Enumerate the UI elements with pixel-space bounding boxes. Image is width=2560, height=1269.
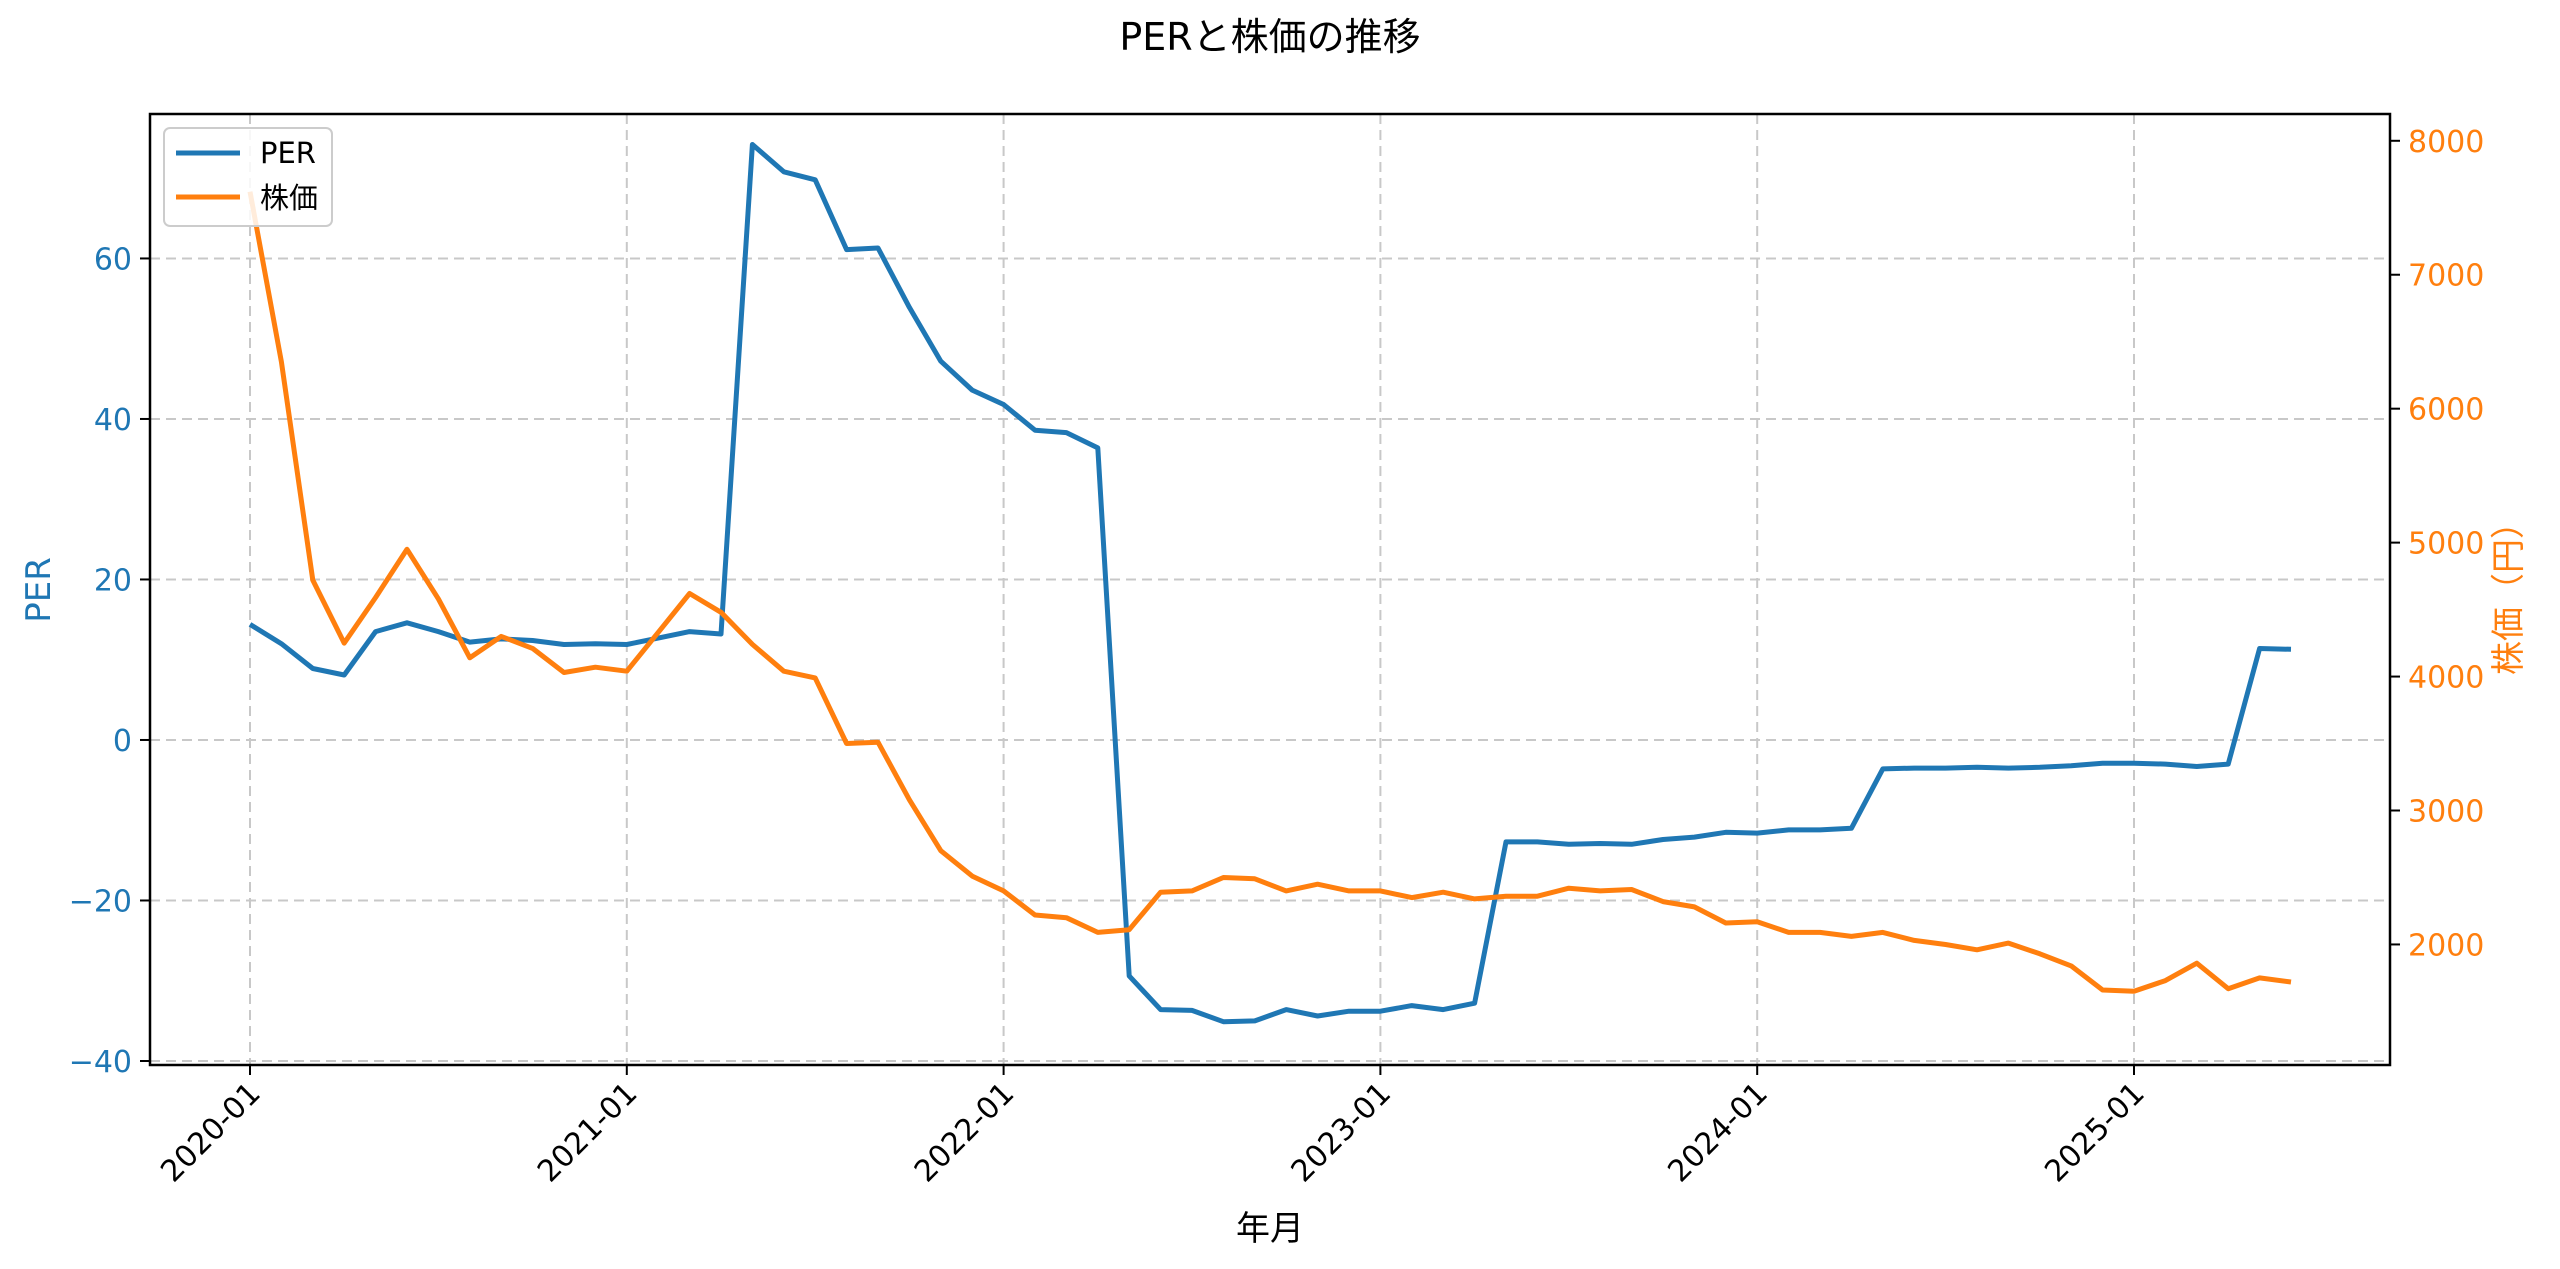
y-right-tick-label: 4000 [2408,661,2484,696]
x-axis-ticks: 2020-01 2021-01 2022-01 2023-01 2024-01 2025-… [154,1065,2152,1189]
series-lines [247,142,2292,1025]
per-line [248,142,2292,1025]
y-axis-left-label: PER [19,557,59,623]
y-left-tick-label: 60 [94,242,132,277]
chart-title: PERと株価の推移 [1119,15,1420,59]
y-right-tick-label: 7000 [2408,259,2484,294]
legend-label-per: PER [260,136,316,170]
y-left-tick-label: 20 [94,563,132,598]
y-right-tick-label: 8000 [2408,125,2484,160]
y-axis-right-ticks: 2000 3000 4000 5000 6000 7000 8000 [2390,125,2484,963]
y-left-tick-label: −40 [69,1045,132,1080]
price-line [247,191,2292,994]
x-axis-label: 年月 [1236,1209,1304,1249]
x-tick-label: 2023-01 [1285,1076,1398,1189]
grid-lines [150,114,2390,1065]
y-left-tick-label: 0 [113,724,132,759]
x-tick-label: 2020-01 [154,1076,267,1189]
y-right-tick-label: 2000 [2408,928,2484,963]
x-tick-label: 2022-01 [908,1076,1021,1189]
legend: PER 株価 [163,127,333,227]
plot-frame [148,112,2392,1067]
x-tick-label: 2021-01 [531,1076,644,1189]
y-axis-left-ticks: −40 −20 0 20 40 60 [69,242,150,1080]
y-right-tick-label: 3000 [2408,795,2484,830]
y-right-tick-label: 6000 [2408,393,2484,428]
y-left-tick-label: −20 [69,884,132,919]
x-tick-label: 2024-01 [1661,1076,1774,1189]
y-right-tick-label: 5000 [2408,527,2484,562]
x-tick-label: 2025-01 [2038,1076,2151,1189]
y-axis-right-label: 株価（円） [2489,505,2529,675]
legend-label-price: 株価 [260,181,318,215]
y-left-tick-label: 40 [94,403,132,438]
